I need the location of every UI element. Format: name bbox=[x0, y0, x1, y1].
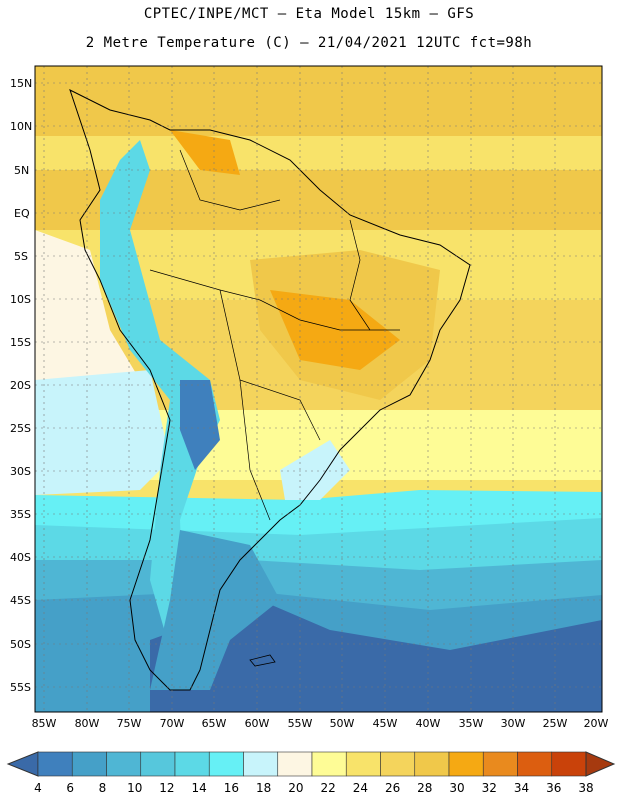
lon-label: 25W bbox=[543, 717, 568, 730]
lon-label: 75W bbox=[117, 717, 142, 730]
lat-axis: 15N 10N 5N EQ 5S 10S 15S 20S 25S 30S 35S… bbox=[10, 77, 32, 694]
lon-label: 35W bbox=[459, 717, 484, 730]
gridlines bbox=[35, 66, 602, 712]
colorbar-swatch bbox=[106, 751, 142, 777]
lon-label: 40W bbox=[416, 717, 441, 730]
border-line bbox=[179, 149, 281, 211]
lat-label: 15N bbox=[10, 77, 32, 90]
colorbar-arrow-low bbox=[6, 751, 39, 777]
lat-label: 45S bbox=[10, 594, 31, 607]
lon-label: 65W bbox=[202, 717, 227, 730]
band-south-5 bbox=[150, 600, 602, 712]
lon-label: 70W bbox=[160, 717, 185, 730]
colorbar-swatch bbox=[517, 751, 553, 777]
lat-label: 35S bbox=[10, 508, 31, 521]
altiplano-cold bbox=[180, 380, 220, 470]
lat-label: 10S bbox=[10, 293, 31, 306]
colorbar-label: 30 bbox=[449, 781, 465, 795]
border-line bbox=[219, 289, 321, 441]
colorbar-label: 8 bbox=[98, 781, 107, 795]
border-line bbox=[349, 219, 371, 331]
colorbar-swatch bbox=[345, 751, 381, 777]
colorbar-label: 32 bbox=[481, 781, 497, 795]
lat-label: 20S bbox=[10, 379, 31, 392]
lat-label: 55S bbox=[10, 681, 31, 694]
colorbar-swatch bbox=[243, 751, 279, 777]
colorbar-arrow-high bbox=[585, 751, 616, 777]
colorbar-label: 14 bbox=[191, 781, 207, 795]
map-frame bbox=[34, 65, 603, 713]
colorbar-swatch bbox=[414, 751, 450, 777]
colorbar-swatch bbox=[311, 751, 347, 777]
lon-label: 55W bbox=[288, 717, 313, 730]
colorbar-label: 20 bbox=[288, 781, 304, 795]
colorbar-swatch bbox=[277, 751, 313, 777]
map-field bbox=[35, 66, 602, 712]
pacific-pale bbox=[35, 230, 140, 390]
lon-axis: 85W 80W 75W 70W 65W 60W 55W 50W 45W 40W … bbox=[32, 717, 609, 730]
lon-label: 50W bbox=[330, 717, 355, 730]
colorbar-label: 26 bbox=[384, 781, 401, 795]
colorbar-swatch bbox=[551, 751, 587, 777]
colorbar-swatch bbox=[448, 751, 484, 777]
lat-label: EQ bbox=[14, 207, 30, 220]
colorbar-label: 38 bbox=[578, 781, 594, 795]
colorbar-swatch bbox=[380, 751, 416, 777]
interior-hot bbox=[270, 290, 400, 370]
colorbar-label: 36 bbox=[546, 781, 562, 795]
lat-label: 25S bbox=[10, 422, 31, 435]
lat-label: 10N bbox=[10, 120, 32, 133]
title-line-2: 2 Metre Temperature (C) – 21/04/2021 12U… bbox=[85, 35, 533, 51]
colorbar-swatch bbox=[37, 751, 73, 777]
lon-label: 80W bbox=[75, 717, 100, 730]
colorbar-label: 12 bbox=[159, 781, 175, 795]
lon-label: 20W bbox=[584, 717, 609, 730]
pacific-cool bbox=[35, 370, 170, 495]
lat-label: 50S bbox=[10, 638, 31, 651]
lon-label: 45W bbox=[373, 717, 398, 730]
lat-label: 40S bbox=[10, 551, 31, 564]
border-line bbox=[239, 379, 271, 521]
colorbar bbox=[6, 751, 616, 777]
colorbar-label: 6 bbox=[66, 781, 75, 795]
lat-label: 15S bbox=[10, 336, 31, 349]
lon-label: 60W bbox=[245, 717, 270, 730]
colorbar-label: 24 bbox=[352, 781, 368, 795]
band-north bbox=[35, 66, 602, 136]
lon-label: 85W bbox=[32, 717, 57, 730]
colorbar-swatch bbox=[208, 751, 244, 777]
title-line-1: CPTEC/INPE/MCT – Eta Model 15km – GFS bbox=[143, 6, 475, 22]
border-line bbox=[149, 269, 400, 331]
andes-cold bbox=[100, 140, 220, 650]
southeast-cool bbox=[280, 440, 350, 500]
lon-label: 30W bbox=[501, 717, 526, 730]
colorbar-swatch bbox=[174, 751, 210, 777]
lat-label: 30S bbox=[10, 465, 31, 478]
lat-label: 5N bbox=[14, 164, 29, 177]
colorbar-label: 10 bbox=[127, 781, 143, 795]
colorbar-swatch bbox=[140, 751, 176, 777]
colorbar-label: 4 bbox=[34, 781, 42, 795]
colorbar-swatch bbox=[482, 751, 518, 777]
falklands bbox=[249, 654, 276, 667]
colorbar-swatch bbox=[71, 751, 107, 777]
coastline bbox=[69, 89, 471, 691]
colorbar-label: 22 bbox=[320, 781, 336, 795]
colorbar-label: 34 bbox=[513, 781, 530, 795]
colorbar-label: 28 bbox=[417, 781, 433, 795]
north-hot bbox=[170, 130, 240, 175]
lat-label: 5S bbox=[14, 250, 28, 263]
colorbar-label: 18 bbox=[256, 781, 272, 795]
colorbar-label: 16 bbox=[223, 781, 240, 795]
